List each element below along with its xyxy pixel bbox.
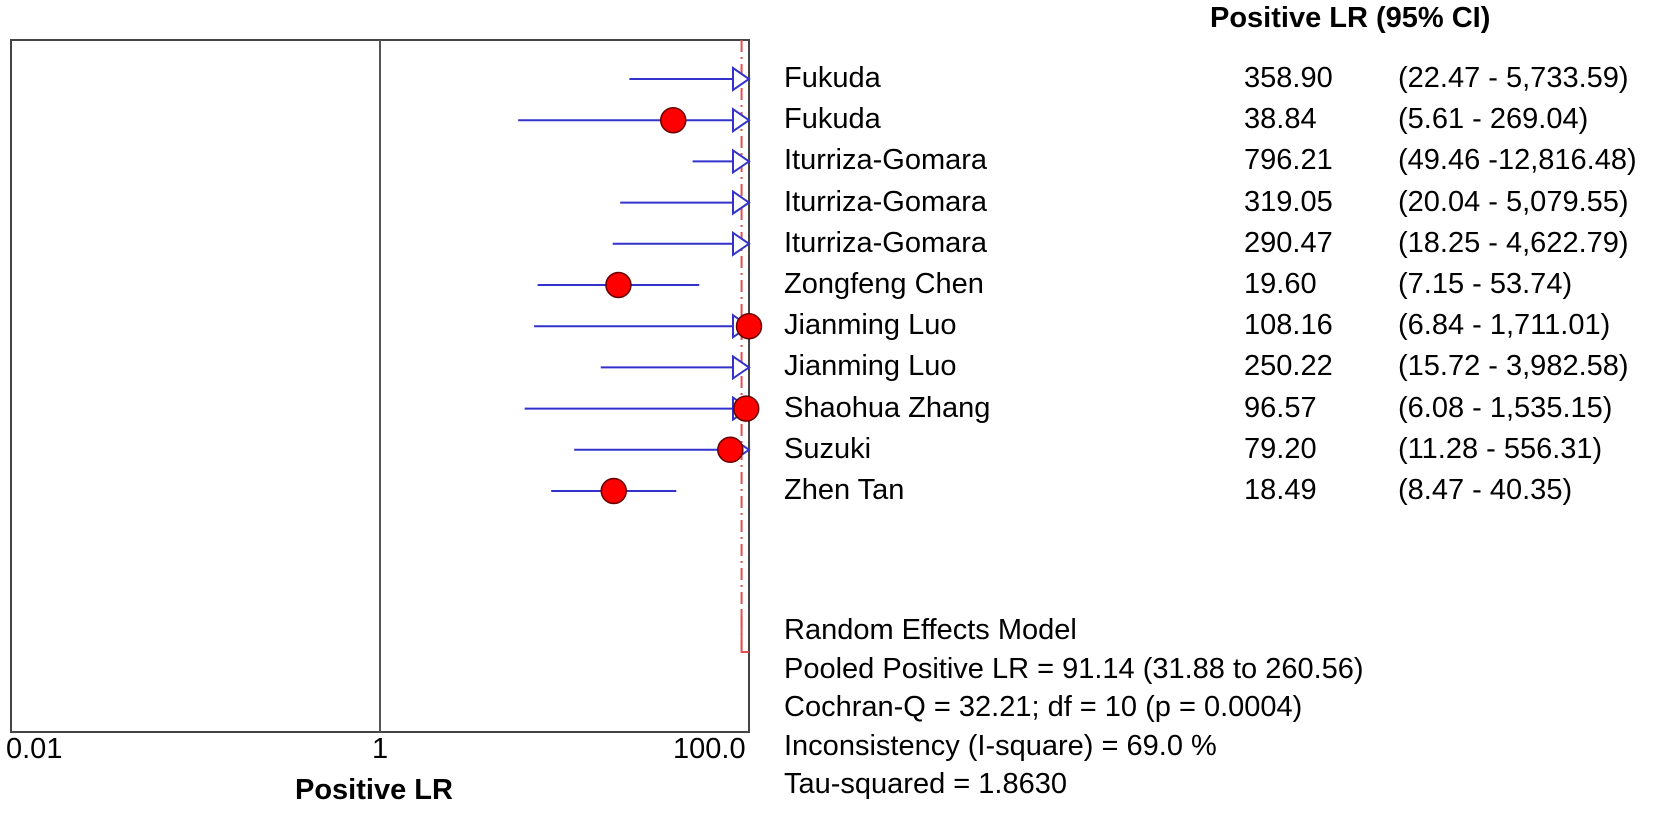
study-name: Jianming Luo (784, 309, 957, 342)
ci-overflow-arrow (732, 66, 751, 92)
summary-statistics: Random Effects Model Pooled Positive LR … (784, 611, 1364, 804)
point-estimate-marker (735, 312, 763, 340)
point-estimate-marker (605, 271, 632, 299)
model-label: Random Effects Model (784, 614, 1077, 646)
column-title: Positive LR (95% CI) (1210, 2, 1491, 34)
study-ci: (18.25 - 4,622.79) (1398, 226, 1629, 259)
study-lr-value: 358.90 (1244, 62, 1333, 94)
point-estimate-marker (659, 106, 687, 134)
study-name: Fukuda (784, 103, 881, 136)
study-name: Fukuda (784, 62, 881, 94)
study-lr-value: 796.21 (1244, 144, 1333, 177)
study-ci: (22.47 - 5,733.59) (1398, 62, 1629, 94)
study-lr-value: 19.60 (1244, 268, 1317, 300)
study-ci: (8.47 - 40.35) (1398, 474, 1573, 506)
study-lr-value: 108.16 (1244, 309, 1333, 342)
ci-overflow-arrow (732, 354, 751, 381)
study-lr-value: 290.47 (1244, 226, 1333, 259)
x-tick-label: 100.0 (673, 733, 746, 765)
study-lr-value: 319.05 (1244, 185, 1333, 218)
study-ci: (5.61 - 269.04) (1398, 103, 1589, 136)
study-name: Suzuki (784, 432, 872, 465)
x-tick-label: 1 (372, 733, 389, 765)
study-name: Jianming Luo (784, 350, 957, 383)
study-name: Iturriza-Gomara (784, 226, 988, 259)
point-estimate-marker (600, 477, 627, 505)
study-lr-value: 79.20 (1244, 432, 1317, 465)
pooled-estimate-text: Pooled Positive LR = 91.14 (31.88 to 260… (784, 652, 1364, 685)
study-lr-value: 96.57 (1244, 391, 1317, 424)
study-name: Iturriza-Gomara (784, 185, 988, 218)
study-name: Zhen Tan (784, 474, 905, 506)
study-ci: (15.72 - 3,982.58) (1398, 350, 1629, 383)
study-name: Zongfeng Chen (784, 268, 984, 300)
ci-overflow-arrow (732, 148, 751, 175)
study-ci: (11.28 - 556.31) (1398, 432, 1603, 465)
point-estimate-marker (732, 395, 760, 422)
cochran-q-text: Cochran-Q = 32.21; df = 10 (p = 0.0004) (784, 691, 1303, 723)
study-lr-value: 18.49 (1244, 474, 1317, 506)
study-name: Shaohua Zhang (784, 391, 991, 424)
ci-overflow-arrow (732, 107, 751, 134)
study-ci: (7.15 - 53.74) (1398, 268, 1573, 300)
point-estimate-marker (717, 436, 744, 464)
ci-overflow-arrow (732, 230, 751, 257)
study-ci: (6.84 - 1,711.01) (1398, 309, 1611, 342)
study-lr-value: 38.84 (1244, 103, 1317, 136)
ci-overflow-arrow (732, 189, 751, 216)
study-lr-value: 250.22 (1244, 350, 1333, 383)
inconsistency-text: Inconsistency (I-square) = 69.0 % (784, 729, 1217, 762)
x-axis-title: Positive LR (295, 774, 453, 806)
x-tick-label: 0.01 (6, 733, 63, 765)
study-ci: (49.46 -12,816.48) (1398, 144, 1637, 177)
pooled-estimate-connector (740, 610, 749, 653)
study-name: Iturriza-Gomara (784, 144, 988, 177)
study-ci: (6.08 - 1,535.15) (1398, 391, 1613, 424)
study-ci: (20.04 - 5,079.55) (1398, 185, 1629, 218)
tau-squared-text: Tau-squared = 1.8630 (784, 768, 1067, 800)
